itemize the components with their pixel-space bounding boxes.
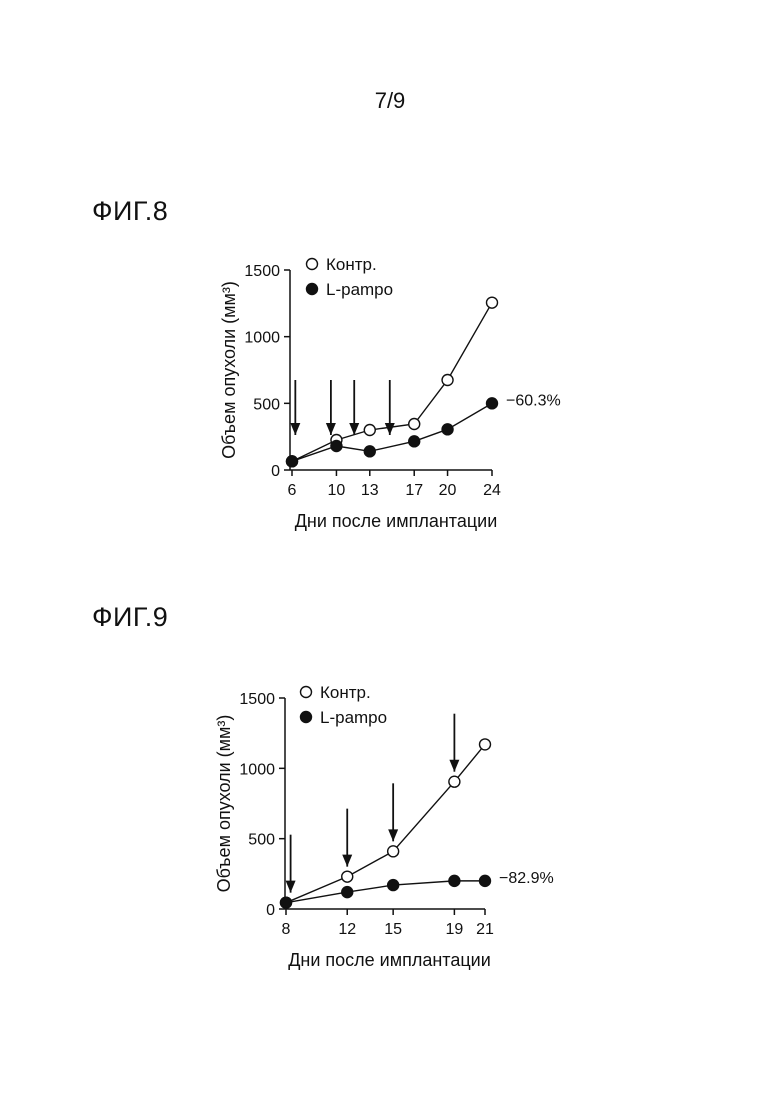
x-axis-label: Дни после имплантации	[288, 950, 491, 970]
dosing-arrow-head	[342, 855, 352, 867]
l-pampo-data-point	[331, 441, 342, 452]
control-data-point	[364, 425, 375, 436]
l-pampo-data-point	[364, 446, 375, 457]
figure-9-chart: 0 500 1000 1500 8 12 15 19 21 Дни после имплантац…	[0, 670, 780, 980]
dosing-arrow-head	[388, 829, 398, 841]
x-tick-label: 10	[328, 482, 346, 499]
y-axis-label: Объем опухоли (мм³)	[219, 281, 239, 459]
y-tick-label: 1000	[244, 330, 280, 347]
y-tick-label: 1500	[244, 263, 280, 280]
l-pampo-data-point	[449, 875, 460, 886]
y-tick-label: 0	[266, 902, 275, 919]
y-tick-label: 500	[253, 396, 280, 413]
l-pampo-data-point	[281, 897, 292, 908]
x-tick-label: 17	[405, 482, 423, 499]
legend-control-label: Контр.	[326, 255, 377, 274]
legend-control-label: Контр.	[320, 683, 371, 702]
legend-l-pampo-marker	[307, 284, 318, 295]
control-data-point	[480, 739, 491, 750]
dosing-arrow-head	[385, 423, 395, 435]
legend-l-pampo-label: L-pampo	[326, 280, 393, 299]
legend-control-marker	[301, 687, 312, 698]
page-number: 7/9	[0, 88, 780, 114]
l-pampo-data-point	[480, 875, 491, 886]
series-line-l-pampo	[292, 403, 492, 461]
x-tick-label: 8	[282, 921, 291, 938]
l-pampo-data-point	[342, 887, 353, 898]
l-pampo-data-point	[388, 880, 399, 891]
l-pampo-data-point	[487, 398, 498, 409]
control-data-point	[409, 419, 420, 430]
y-tick-label: 500	[248, 832, 275, 849]
y-tick-label: 1000	[239, 761, 275, 778]
x-tick-label: 21	[476, 921, 494, 938]
l-pampo-data-point	[287, 456, 298, 467]
y-tick-label: 1500	[239, 691, 275, 708]
x-tick-label: 15	[384, 921, 402, 938]
l-pampo-data-point	[409, 436, 420, 447]
y-axis-label: Объем опухоли (мм³)	[214, 715, 234, 893]
l-pampo-data-point	[442, 424, 453, 435]
control-data-point	[487, 297, 498, 308]
x-tick-label: 24	[483, 482, 501, 499]
figure-9-label: ФИГ.9	[92, 602, 168, 633]
dosing-arrow-head	[449, 760, 459, 772]
y-tick-label: 0	[271, 463, 280, 480]
x-tick-label: 12	[338, 921, 356, 938]
reduction-annotation: −82.9%	[499, 870, 554, 887]
legend-control-marker	[307, 259, 318, 270]
reduction-annotation: −60.3%	[506, 392, 561, 409]
x-tick-label: 6	[288, 482, 297, 499]
figure-8-label: ФИГ.8	[92, 196, 168, 227]
dosing-arrow-head	[290, 423, 300, 435]
series-line-control	[292, 303, 492, 462]
dosing-arrow-head	[286, 881, 296, 893]
control-data-point	[342, 871, 353, 882]
x-axis-label: Дни после имплантации	[295, 511, 498, 531]
control-data-point	[442, 375, 453, 386]
x-tick-label: 19	[445, 921, 463, 938]
figure-8-chart: 0 500 1000 1500 6 10 13 17 20 24 Дни после имплант…	[0, 240, 780, 540]
control-data-point	[388, 846, 399, 857]
legend-l-pampo-label: L-pampo	[320, 708, 387, 727]
control-data-point	[449, 776, 460, 787]
x-tick-label: 13	[361, 482, 379, 499]
legend-l-pampo-marker	[301, 712, 312, 723]
x-tick-label: 20	[439, 482, 457, 499]
dosing-arrow-head	[326, 423, 336, 435]
